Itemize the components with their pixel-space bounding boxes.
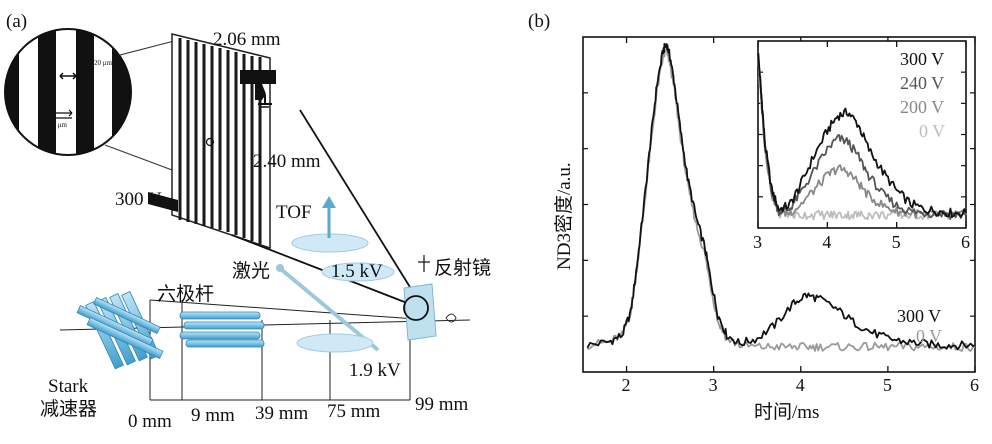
hexapole — [179, 311, 265, 348]
tof-label: TOF — [276, 202, 312, 223]
inset-legend-300v: 300 V — [900, 49, 945, 69]
grid-height-label: 2.40 mm — [253, 151, 321, 172]
reflector — [403, 255, 457, 341]
main-xtick-6: 6 — [970, 375, 979, 395]
stark-label-line2: 减速器 — [40, 399, 98, 420]
main-xtick-5: 5 — [882, 375, 892, 395]
slit-width-label-2: 20 μm — [49, 121, 67, 129]
inset-legend-0v: 0 V — [919, 121, 946, 141]
main-ylabel: ND3密度/a.u. — [554, 162, 575, 270]
laser-label: 激光 — [232, 261, 271, 282]
main-series-300v — [586, 42, 976, 351]
main-axes — [582, 36, 976, 373]
main-xlabel: 时间/ms — [754, 402, 820, 423]
tof-plates — [291, 196, 395, 353]
position-75: 75 mm — [327, 401, 381, 422]
inset-legend-240v: 240 V — [900, 73, 945, 93]
upper-voltage-label: 1.5 kV — [331, 261, 383, 282]
main-series-group — [586, 42, 976, 353]
panel-a: (a) 2.06 mm 2.40 mm 300 V 20 μm 20 μm TO… — [4, 11, 492, 432]
hexapole-label: 六极杆 — [157, 284, 215, 305]
position-99: 99 mm — [415, 394, 469, 415]
stark-label-line1: Stark — [48, 376, 89, 397]
stark-decelerator — [76, 291, 164, 370]
inset-xtick-5: 5 — [891, 232, 901, 252]
apparatus-diagram — [4, 28, 471, 401]
grid-voltage-label: 300 V — [115, 189, 162, 210]
position-39: 39 mm — [255, 403, 309, 424]
inset-series-300v — [757, 52, 967, 219]
lower-voltage-label: 1.9 kV — [349, 360, 401, 381]
grid-electrode — [148, 33, 276, 250]
tof-chart — [582, 36, 976, 373]
grid-width-label: 2.06 mm — [213, 29, 281, 50]
inset-xtick-6: 6 — [961, 232, 970, 252]
inset-series-group — [757, 52, 967, 221]
main-xtick-3: 3 — [708, 375, 718, 395]
main-xtick-2: 2 — [621, 375, 631, 395]
panel-b-tag: (b) — [528, 11, 551, 32]
main-legend-0v: 0 V — [916, 326, 943, 346]
main-legend-300v: 300 V — [897, 306, 942, 326]
mirror-label: 反射镜 — [434, 258, 492, 279]
panel-b: (b) 2 3 4 5 6 时间/ms ND3密度/a.u. 300 V 0 V… — [528, 0, 992, 444]
position-9: 9 mm — [191, 405, 235, 426]
panel-a-tag: (a) — [6, 11, 28, 32]
inset-xtick-3: 3 — [753, 232, 762, 252]
inset-legend-200v: 200 V — [900, 97, 945, 117]
main-xtick-4: 4 — [795, 375, 805, 395]
slit-width-label-1: 20 μm — [94, 59, 112, 67]
inset-xtick-4: 4 — [822, 232, 832, 252]
position-0: 0 mm — [128, 411, 172, 432]
